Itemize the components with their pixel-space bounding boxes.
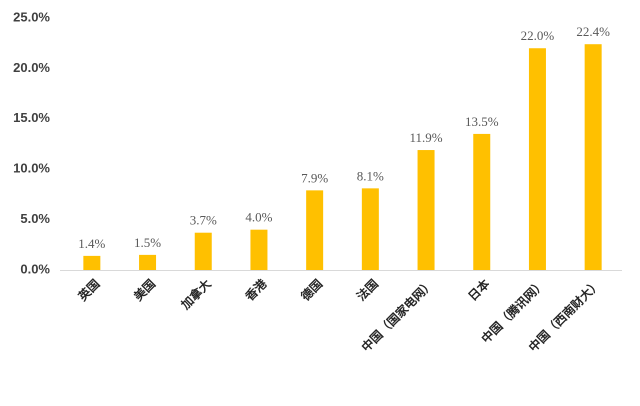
value-label: 22.4% [576, 24, 610, 39]
y-tick-label: 15.0% [13, 110, 50, 125]
bar [139, 254, 157, 270]
value-label: 11.9% [409, 130, 442, 145]
bar [194, 232, 212, 270]
bar [473, 133, 491, 270]
y-tick-label: 25.0% [13, 9, 50, 24]
x-tick-label: 美国 [131, 276, 159, 304]
value-label: 1.4% [78, 236, 105, 251]
value-label: 8.1% [357, 168, 384, 183]
bar [528, 48, 546, 270]
bar [584, 44, 602, 270]
value-label: 7.9% [301, 170, 328, 185]
value-label: 4.0% [245, 210, 272, 225]
bar [417, 150, 435, 270]
bar [83, 255, 101, 270]
x-tick-label: 香港 [241, 275, 270, 304]
bar [306, 190, 324, 270]
x-tick-label: 德国 [298, 276, 326, 304]
y-tick-label: 5.0% [20, 211, 50, 226]
x-tick-label: 加拿大 [177, 276, 214, 313]
x-tick-label: 日本 [465, 276, 493, 304]
bar [361, 188, 379, 270]
value-label: 1.5% [134, 235, 161, 250]
y-tick-label: 10.0% [13, 161, 50, 176]
x-tick-label: 英国 [75, 276, 103, 304]
y-tick-label: 0.0% [20, 261, 50, 276]
bar [250, 229, 268, 270]
value-label: 3.7% [190, 213, 217, 228]
value-label: 22.0% [521, 28, 555, 43]
y-tick-label: 20.0% [13, 60, 50, 75]
x-tick-label: 法国 [353, 276, 381, 304]
value-label: 13.5% [465, 114, 499, 129]
